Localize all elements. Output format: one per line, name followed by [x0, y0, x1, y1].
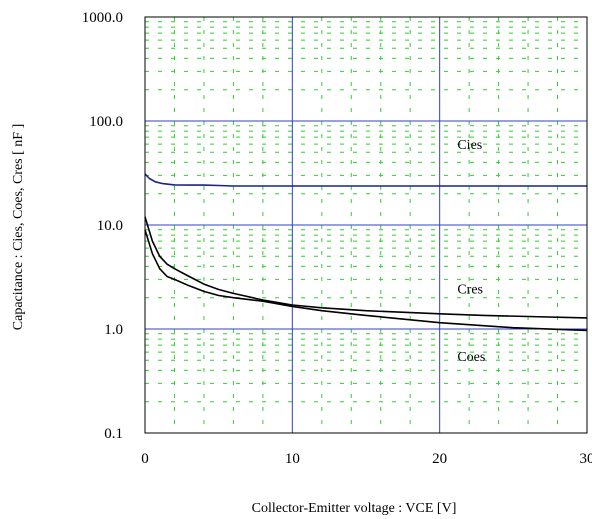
series — [144, 173, 588, 332]
x-axis-label: Collector-Emitter voltage : VCE [V] — [252, 501, 457, 516]
series-line-coes — [144, 229, 588, 332]
grid — [145, 17, 587, 433]
y-tick-label: 100.0 — [89, 114, 123, 130]
y-tick-label: 1000.0 — [82, 10, 123, 26]
x-tick-label: 30 — [580, 451, 592, 467]
series-annotation-cies: Cies — [457, 138, 482, 153]
y-tick-label: 0.1 — [104, 426, 123, 442]
y-tick-label: 1.0 — [104, 322, 123, 338]
x-tick-label: 10 — [285, 451, 300, 467]
annotations: Cies Cres Coes — [457, 138, 485, 365]
series-annotation-coes: Coes — [457, 350, 485, 365]
ticks: 0 10 20 30 0.1 1.0 10.0 100.0 1000.0 — [82, 10, 592, 467]
x-tick-label: 0 — [141, 451, 149, 467]
x-tick-label: 20 — [432, 451, 447, 467]
y-tick-label: 10.0 — [97, 218, 123, 234]
series-line-cres — [144, 216, 588, 319]
series-line-cies — [144, 173, 587, 187]
plot-frame — [144, 16, 588, 434]
series-annotation-cres: Cres — [457, 283, 483, 298]
y-axis-label: Capacitance : Cies, Coes, Cres [ nF ] — [11, 124, 26, 330]
